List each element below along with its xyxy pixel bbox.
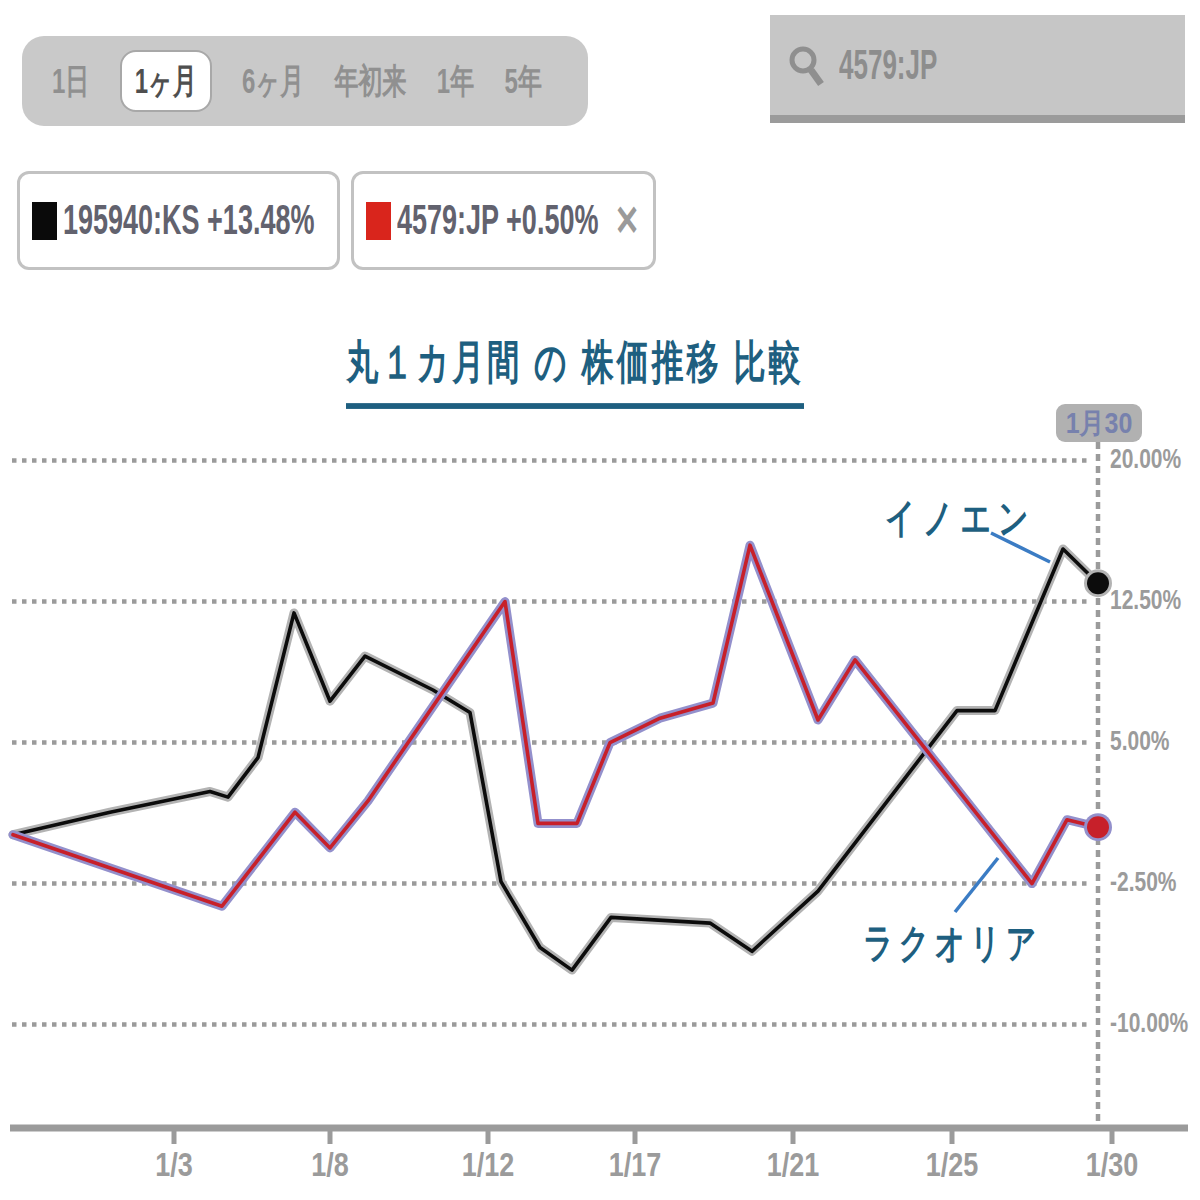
x-axis-label: 1/12 <box>462 1147 515 1184</box>
x-axis-label: 1/17 <box>609 1147 662 1184</box>
annotation-inoen: イノエン <box>885 499 1036 540</box>
endpoint-dot-4579:JP <box>1087 816 1109 838</box>
x-axis-label: 1/3 <box>155 1147 193 1184</box>
y-axis-label: -2.50% <box>1110 865 1177 897</box>
annotation-raqualia: ラクオリア <box>863 924 1042 965</box>
x-axis-label: 1/30 <box>1086 1147 1139 1184</box>
annotation-line-raqualia <box>955 858 998 912</box>
cursor-date-badge: 1月30 <box>1056 404 1142 442</box>
stock-compare-page: 1日1ヶ月6ヶ月年初来1年5年 4579:JP 195940:KS +13.48… <box>0 0 1200 1200</box>
y-axis-label: 20.00% <box>1110 442 1181 474</box>
x-axis-label: 1/25 <box>926 1147 979 1184</box>
x-axis-label: 1/21 <box>767 1147 820 1184</box>
comparison-chart <box>0 0 1200 1200</box>
y-axis-label: 12.50% <box>1110 583 1181 615</box>
x-axis-label: 1/8 <box>311 1147 349 1184</box>
endpoint-dot-195940:KS <box>1087 572 1109 594</box>
y-axis-label: -10.00% <box>1110 1006 1188 1038</box>
y-axis-label: 5.00% <box>1110 724 1170 756</box>
